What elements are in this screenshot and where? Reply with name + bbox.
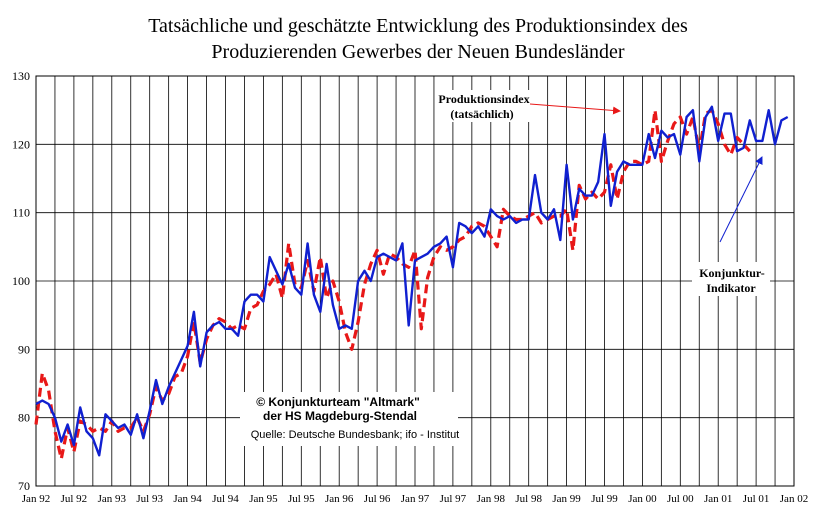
- y-tick-label: 110: [12, 206, 30, 220]
- credit-line-1: © Konjunkturteam "Altmark": [256, 395, 420, 409]
- x-tick-label: Jul 98: [515, 493, 542, 505]
- x-axis-ticks: Jan 92 Jul 92 Jan 93 Jul 93 Jan 94 Jul 94 Jan …: [22, 493, 808, 505]
- annotation-indicator: Konjunktur- Indikator: [692, 156, 770, 296]
- x-tick-label: Jul 99: [591, 493, 618, 505]
- series-group: [34, 105, 789, 461]
- y-tick-label: 130: [12, 69, 30, 83]
- x-tick-label: Jan 92: [22, 493, 50, 505]
- credit-source: Quelle: Deutsche Bundesbank; ifo - Insti…: [251, 429, 460, 441]
- annotation-actual-arrow: [529, 103, 621, 115]
- annotation-actual-bg: [436, 90, 530, 122]
- series-line-actual: [35, 105, 789, 457]
- x-tick-label: Jan 00: [628, 493, 657, 505]
- x-tick-label: Jul 96: [364, 493, 391, 505]
- series-line-estimated: [34, 108, 751, 461]
- x-tick-label: Jan 02: [780, 493, 808, 505]
- annotation-indicator-line-2: Indikator: [706, 281, 756, 295]
- x-tick-label: Jul 95: [288, 493, 315, 505]
- annotation-indicator-line-1: Konjunktur-: [699, 266, 765, 280]
- x-tick-label: Jan 95: [249, 493, 278, 505]
- plot-area-border: [35, 75, 795, 487]
- x-tick-label: Jan 98: [477, 493, 506, 505]
- x-tick-label: Jul 01: [743, 493, 770, 505]
- y-tick-label: 100: [12, 274, 30, 288]
- y-axis-ticks: 70 80 90 100 110 120 130: [12, 69, 30, 493]
- y-tick-label: 80: [18, 411, 30, 425]
- y-tick-label: 90: [18, 342, 30, 356]
- credit-box: © Konjunkturteam "Altmark" der HS Magdeb…: [240, 392, 459, 446]
- x-tick-label: Jul 97: [440, 493, 467, 505]
- x-tick-label: Jul 93: [136, 493, 163, 505]
- y-tick-label: 120: [12, 137, 30, 151]
- x-tick-label: Jul 00: [667, 493, 694, 505]
- annotation-indicator-arrow: [719, 156, 763, 243]
- x-tick-label: Jan 93: [98, 493, 127, 505]
- chart-title-line-2: Produzierenden Gewerbes der Neuen Bundes…: [211, 41, 625, 63]
- credit-background: [240, 392, 458, 446]
- x-tick-label: Jan 94: [173, 493, 202, 505]
- x-tick-label: Jan 01: [704, 493, 732, 505]
- chart-title-line-1: Tatsächliche und geschätzte Entwicklung …: [148, 15, 688, 37]
- x-tick-label: Jan 99: [552, 493, 581, 505]
- credit-line-2: der HS Magdeburg-Stendal: [263, 409, 417, 423]
- y-tick-label: 70: [18, 479, 30, 493]
- annotation-indicator-bg: [692, 262, 770, 296]
- x-tick-label: Jul 92: [61, 493, 88, 505]
- x-tick-label: Jan 96: [325, 493, 354, 505]
- annotation-actual: Produktionsindex (tatsächlich): [436, 90, 621, 122]
- annotation-actual-line-2: (tatsächlich): [450, 107, 513, 121]
- x-tick-label: Jul 94: [212, 493, 239, 505]
- x-tick-label: Jan 97: [401, 493, 430, 505]
- annotation-actual-line-1: Produktionsindex: [438, 92, 529, 106]
